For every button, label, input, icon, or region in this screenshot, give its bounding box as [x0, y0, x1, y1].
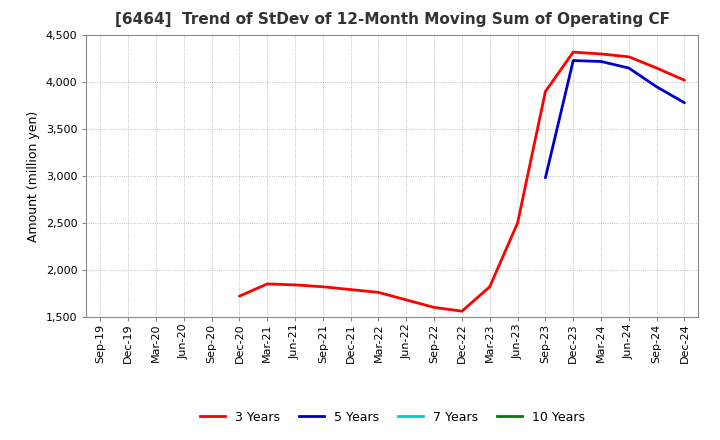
Line: 5 Years: 5 Years [546, 61, 685, 178]
3 Years [263, 281, 271, 286]
Y-axis label: Amount (million yen): Amount (million yen) [27, 110, 40, 242]
Title: [6464]  Trend of StDev of 12-Month Moving Sum of Operating CF: [6464] Trend of StDev of 12-Month Moving… [115, 12, 670, 27]
3 Years [485, 284, 494, 290]
3 Years [235, 293, 243, 299]
3 Years [597, 51, 606, 57]
3 Years [291, 282, 300, 287]
3 Years [458, 308, 467, 314]
3 Years [346, 287, 355, 292]
5 Years [569, 58, 577, 63]
Line: 3 Years: 3 Years [239, 52, 685, 311]
3 Years [541, 89, 550, 94]
Legend: 3 Years, 5 Years, 7 Years, 10 Years: 3 Years, 5 Years, 7 Years, 10 Years [195, 406, 590, 429]
5 Years [652, 84, 661, 89]
3 Years [569, 49, 577, 55]
3 Years [374, 290, 383, 295]
5 Years [680, 100, 689, 106]
3 Years [318, 284, 327, 290]
5 Years [624, 66, 633, 71]
3 Years [680, 77, 689, 83]
5 Years [597, 59, 606, 64]
3 Years [513, 220, 522, 226]
3 Years [624, 54, 633, 59]
5 Years [541, 175, 550, 180]
3 Years [652, 66, 661, 71]
3 Years [402, 297, 410, 303]
3 Years [430, 305, 438, 310]
